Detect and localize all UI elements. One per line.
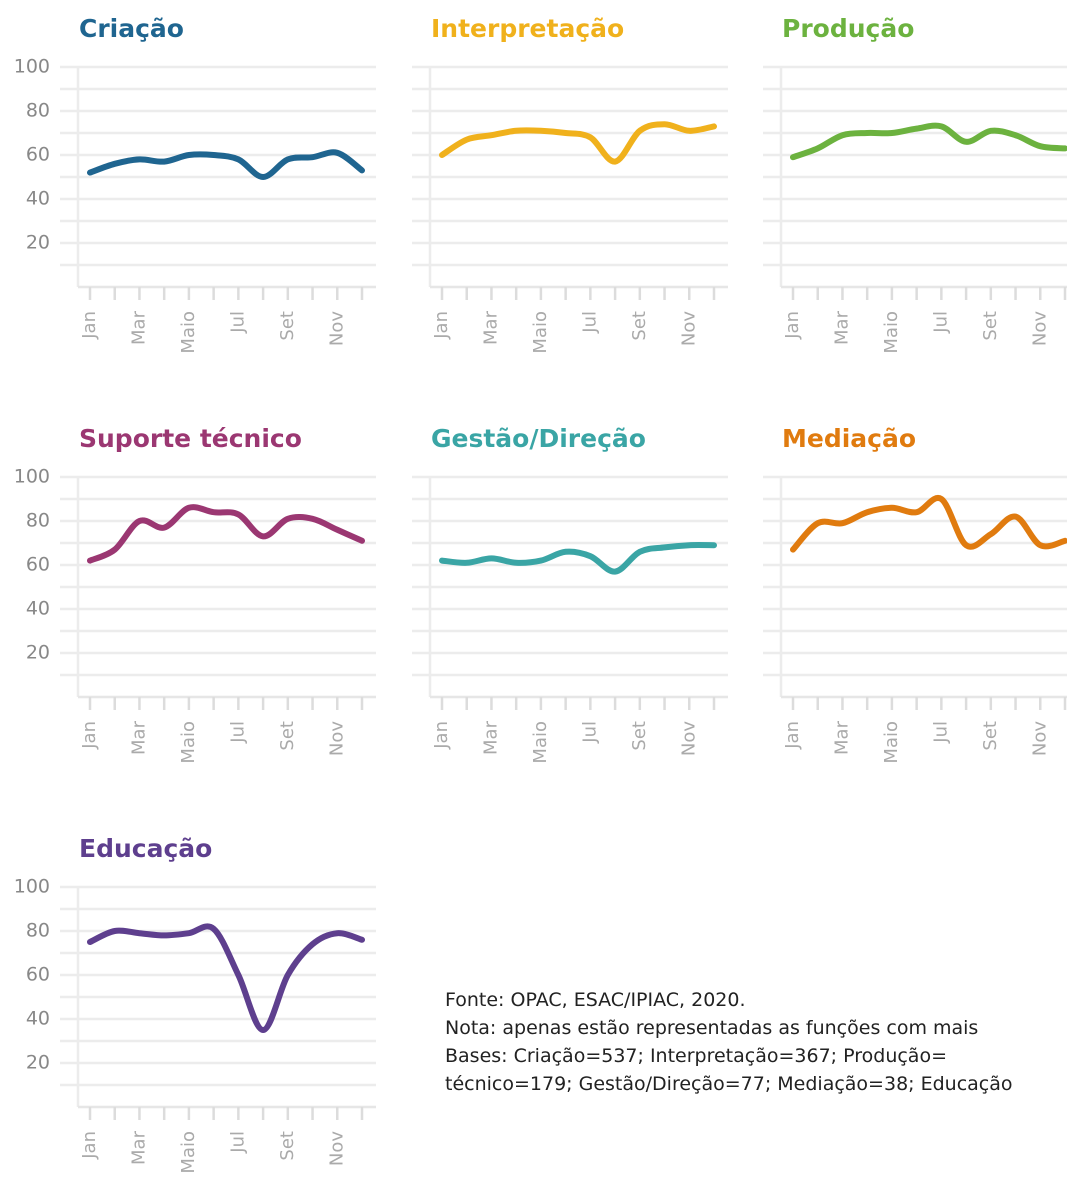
panel: Educação 20 40 60 80 100 Jan Mar Maio Jul Set Nov — [14, 834, 376, 1174]
panel-title: Gestão/Direção — [431, 424, 646, 453]
x-tick-label: Jul — [930, 721, 951, 744]
y-tick-label: 20 — [26, 642, 50, 664]
x-tick-label: Jan — [79, 721, 100, 750]
x-tick-label: Maio — [530, 721, 551, 764]
x-tick-label: Maio — [178, 1131, 199, 1174]
x-tick-label: Set — [629, 311, 650, 341]
y-tick-label: 100 — [14, 56, 50, 78]
data-line — [790, 494, 1067, 553]
y-tick-label: 40 — [26, 1008, 50, 1030]
y-tick-label: 80 — [26, 510, 50, 532]
x-tick-label: Jul — [930, 311, 951, 334]
x-tick-label: Set — [629, 721, 650, 751]
data-line — [87, 923, 365, 1033]
x-tick-label: Set — [277, 1131, 298, 1161]
data-line — [439, 121, 717, 165]
y-tick-label: 20 — [26, 232, 50, 254]
panel: Criação 20 40 60 80 100 Jan Mar Maio Jul Set Nov — [14, 14, 376, 354]
x-tick-label: Jan — [79, 311, 100, 340]
x-tick-label: Mar — [480, 310, 501, 345]
panel: Mediação Jan Mar Maio Jul Set Nov — [763, 424, 1067, 764]
data-line — [790, 122, 1067, 161]
x-tick-label: Jul — [579, 311, 600, 334]
source: Fonte: OPAC, ESAC/IPIAC, 2020. — [445, 989, 746, 1011]
panel: Suporte técnico 20 40 60 80 100 Jan Mar Maio Jul S… — [14, 424, 376, 764]
panel: Gestão/Direção Jan Mar Maio Jul Set Nov — [412, 424, 728, 764]
panel-title: Suporte técnico — [79, 424, 302, 453]
panel-title: Interpretação — [431, 14, 624, 43]
y-tick-label: 80 — [26, 920, 50, 942]
panel-title: Criação — [79, 14, 184, 43]
x-tick-label: Nov — [1029, 721, 1050, 756]
bases: técnico=179; Gestão/Direção=77; Mediação… — [445, 1073, 1013, 1095]
x-tick-label: Jan — [782, 311, 803, 340]
x-tick-label: Nov — [678, 311, 699, 346]
y-tick-label: 100 — [14, 876, 50, 898]
x-tick-label: Nov — [326, 721, 347, 756]
x-tick-label: Mar — [480, 720, 501, 755]
x-tick-label: Set — [980, 721, 1001, 751]
x-tick-label: Jul — [227, 721, 248, 744]
note: Nota: apenas estão representadas as funç… — [445, 1017, 979, 1039]
data-line — [439, 542, 717, 575]
y-tick-label: 60 — [26, 554, 50, 576]
footnote: Fonte: OPAC, ESAC/IPIAC, 2020. Nota: ape… — [445, 986, 1067, 1098]
panel: Produção Jan Mar Maio Jul Set Nov — [763, 14, 1067, 354]
y-tick-label: 80 — [26, 100, 50, 122]
data-line — [87, 504, 365, 564]
panel-title: Produção — [782, 14, 914, 43]
x-tick-label: Nov — [678, 721, 699, 756]
x-tick-label: Mar — [128, 1130, 149, 1165]
x-tick-label: Jan — [431, 721, 452, 750]
x-tick-label: Maio — [881, 311, 902, 354]
x-tick-label: Jul — [579, 721, 600, 744]
panel-title: Educação — [79, 834, 212, 863]
x-tick-label: Nov — [326, 1131, 347, 1166]
x-tick-label: Set — [277, 721, 298, 751]
y-tick-label: 20 — [26, 1052, 50, 1074]
x-tick-label: Set — [277, 311, 298, 341]
y-tick-label: 60 — [26, 144, 50, 166]
y-tick-label: 40 — [26, 598, 50, 620]
x-tick-label: Nov — [326, 311, 347, 346]
y-tick-label: 40 — [26, 188, 50, 210]
x-tick-label: Mar — [128, 310, 149, 345]
data-line — [87, 149, 365, 180]
x-tick-label: Jul — [227, 311, 248, 334]
y-tick-label: 60 — [26, 964, 50, 986]
x-tick-label: Jul — [227, 1131, 248, 1154]
x-tick-label: Mar — [831, 310, 852, 345]
x-tick-label: Jan — [782, 721, 803, 750]
x-tick-label: Mar — [128, 720, 149, 755]
x-tick-label: Maio — [178, 311, 199, 354]
y-tick-label: 100 — [14, 466, 50, 488]
x-tick-label: Set — [980, 311, 1001, 341]
x-tick-label: Maio — [530, 311, 551, 354]
x-tick-label: Maio — [881, 721, 902, 764]
panel-title: Mediação — [782, 424, 916, 453]
x-tick-label: Jan — [79, 1131, 100, 1160]
x-tick-label: Maio — [178, 721, 199, 764]
x-tick-label: Mar — [831, 720, 852, 755]
panel: Interpretação Jan Mar Maio Jul Set Nov — [412, 14, 728, 354]
x-tick-label: Nov — [1029, 311, 1050, 346]
x-tick-label: Jan — [431, 311, 452, 340]
bases: Bases: Criação=537; Interpretação=367; P… — [445, 1045, 947, 1067]
